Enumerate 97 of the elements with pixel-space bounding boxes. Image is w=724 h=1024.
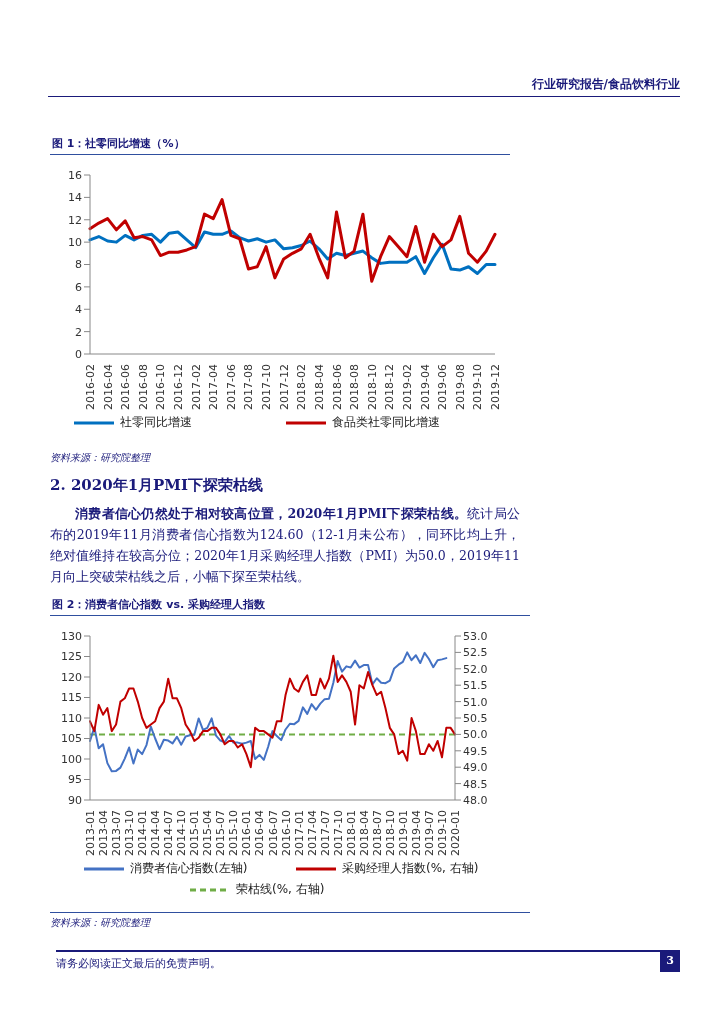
x-tick-label: 2014-01 — [136, 810, 150, 856]
y2-tick-label: 49.0 — [463, 761, 488, 775]
y-tick-label: 125 — [61, 650, 82, 664]
y2-tick-label: 51.5 — [463, 679, 488, 693]
x-tick-label: 2016-04 — [253, 810, 267, 856]
x-tick-label: 2017-07 — [318, 810, 332, 856]
x-tick-label: 2019-10 — [471, 364, 485, 410]
x-tick-label: 2015-04 — [201, 810, 215, 856]
x-tick-label: 2013-01 — [84, 810, 97, 856]
x-tick-label: 2018-10 — [383, 810, 397, 856]
x-tick-label: 2019-04 — [409, 810, 423, 856]
y-tick-label: 6 — [75, 280, 82, 294]
x-tick-label: 2017-10 — [260, 364, 274, 410]
x-tick-label: 2019-12 — [489, 364, 502, 410]
y2-tick-label: 52.5 — [463, 646, 488, 660]
x-tick-label: 2014-10 — [175, 810, 189, 856]
y-tick-label: 130 — [61, 629, 82, 643]
x-tick-label: 2014-07 — [162, 810, 176, 856]
x-tick-label: 2019-01 — [396, 810, 410, 856]
x-tick-label: 2019-07 — [422, 810, 436, 856]
y-tick-label: 105 — [61, 732, 82, 746]
y2-tick-label: 53.0 — [463, 629, 488, 643]
x-tick-label: 2020-01 — [449, 810, 462, 856]
x-tick-label: 2019-06 — [436, 364, 450, 410]
y-tick-label: 0 — [75, 347, 82, 361]
x-tick-label: 2019-02 — [400, 364, 414, 410]
text: 资料来源：研究院整理 — [50, 912, 530, 930]
x-tick-label: 2016-08 — [136, 364, 150, 410]
text: 2. 2020年1月PMI下探荣枯线 — [50, 476, 264, 495]
x-tick-label: 2018-02 — [295, 364, 309, 410]
legend-label: 荣枯线(%, 右轴) — [236, 881, 325, 898]
y2-tick-label: 49.5 — [463, 744, 488, 758]
text: 请务必阅读正文最后的免责声明。 — [56, 957, 221, 970]
y-tick-label: 14 — [68, 191, 82, 205]
x-tick-label: 2016-01 — [240, 810, 254, 856]
x-tick-label: 2018-07 — [370, 810, 384, 856]
x-tick-label: 2016-12 — [172, 364, 186, 410]
text: 3 — [660, 950, 680, 972]
y-tick-label: 16 — [68, 168, 82, 182]
y-tick-label: 100 — [61, 752, 82, 766]
x-tick-label: 2017-02 — [189, 364, 203, 410]
y-tick-label: 115 — [61, 691, 82, 705]
x-tick-label: 2017-12 — [277, 364, 291, 410]
y-tick-label: 4 — [75, 303, 82, 317]
x-tick-label: 2016-02 — [84, 364, 97, 410]
y2-tick-label: 52.0 — [463, 662, 488, 676]
y-tick-label: 120 — [61, 670, 82, 684]
legend-label: 采购经理人指数(%, 右轴) — [342, 860, 479, 877]
x-tick-label: 2016-04 — [101, 364, 115, 410]
x-tick-label: 2015-07 — [214, 810, 228, 856]
y2-tick-label: 48.5 — [463, 777, 488, 791]
y-tick-label: 12 — [68, 213, 82, 227]
text: 消费者信心仍然处于相对较高位置，2020年1月PMI下探荣枯线。 — [75, 506, 468, 521]
legend-label: 消费者信心指数(左轴) — [130, 860, 248, 877]
x-tick-label: 2018-01 — [344, 810, 358, 856]
y2-tick-label: 50.5 — [463, 711, 488, 725]
y-tick-label: 2 — [75, 325, 82, 339]
y-tick-label: 10 — [68, 236, 82, 250]
x-tick-label: 2018-04 — [312, 364, 326, 410]
chart-title: 图 2：消费者信心指数 vs. 采购经理人指数 — [50, 597, 530, 616]
x-tick-label: 2019-10 — [435, 810, 449, 856]
x-tick-label: 2013-04 — [97, 810, 111, 856]
x-tick-label: 2018-06 — [330, 364, 344, 410]
x-tick-label: 2015-01 — [188, 810, 202, 856]
y-tick-label: 110 — [61, 711, 82, 725]
text: 资料来源：研究院整理 — [50, 451, 152, 465]
x-tick-label: 2016-10 — [279, 810, 293, 856]
x-tick-label: 2018-12 — [383, 364, 397, 410]
x-tick-label: 2018-08 — [348, 364, 362, 410]
y2-tick-label: 50.0 — [463, 728, 488, 742]
x-tick-label: 2016-10 — [154, 364, 168, 410]
x-tick-label: 2013-10 — [123, 810, 137, 856]
x-tick-label: 2017-01 — [292, 810, 306, 856]
x-tick-label: 2017-06 — [224, 364, 238, 410]
text: 行业研究报告/食品饮料行业 — [48, 76, 680, 97]
x-tick-label: 2016-07 — [266, 810, 280, 856]
y2-tick-label: 51.0 — [463, 695, 488, 709]
x-tick-label: 2019-04 — [418, 364, 432, 410]
x-tick-label: 2017-08 — [242, 364, 256, 410]
x-tick-label: 2017-10 — [331, 810, 345, 856]
legend-label: 社零同比增速 — [120, 414, 192, 431]
line-series — [88, 198, 497, 283]
x-tick-label: 2013-07 — [110, 810, 124, 856]
x-tick-label: 2014-04 — [149, 810, 163, 856]
x-tick-label: 2018-04 — [357, 810, 371, 856]
chart-title: 图 1：社零同比增速（%） — [50, 136, 510, 155]
x-tick-label: 2018-10 — [365, 364, 379, 410]
x-tick-label: 2017-04 — [207, 364, 221, 410]
y-tick-label: 90 — [68, 793, 82, 807]
legend-label: 食品类社零同比增速 — [332, 414, 440, 431]
x-tick-label: 2016-06 — [119, 364, 133, 410]
y2-tick-label: 48.0 — [463, 793, 488, 807]
x-tick-label: 2017-04 — [305, 810, 319, 856]
x-tick-label: 2015-10 — [227, 810, 241, 856]
y-tick-label: 95 — [68, 773, 82, 787]
x-tick-label: 2019-08 — [453, 364, 467, 410]
y-tick-label: 8 — [75, 258, 82, 272]
